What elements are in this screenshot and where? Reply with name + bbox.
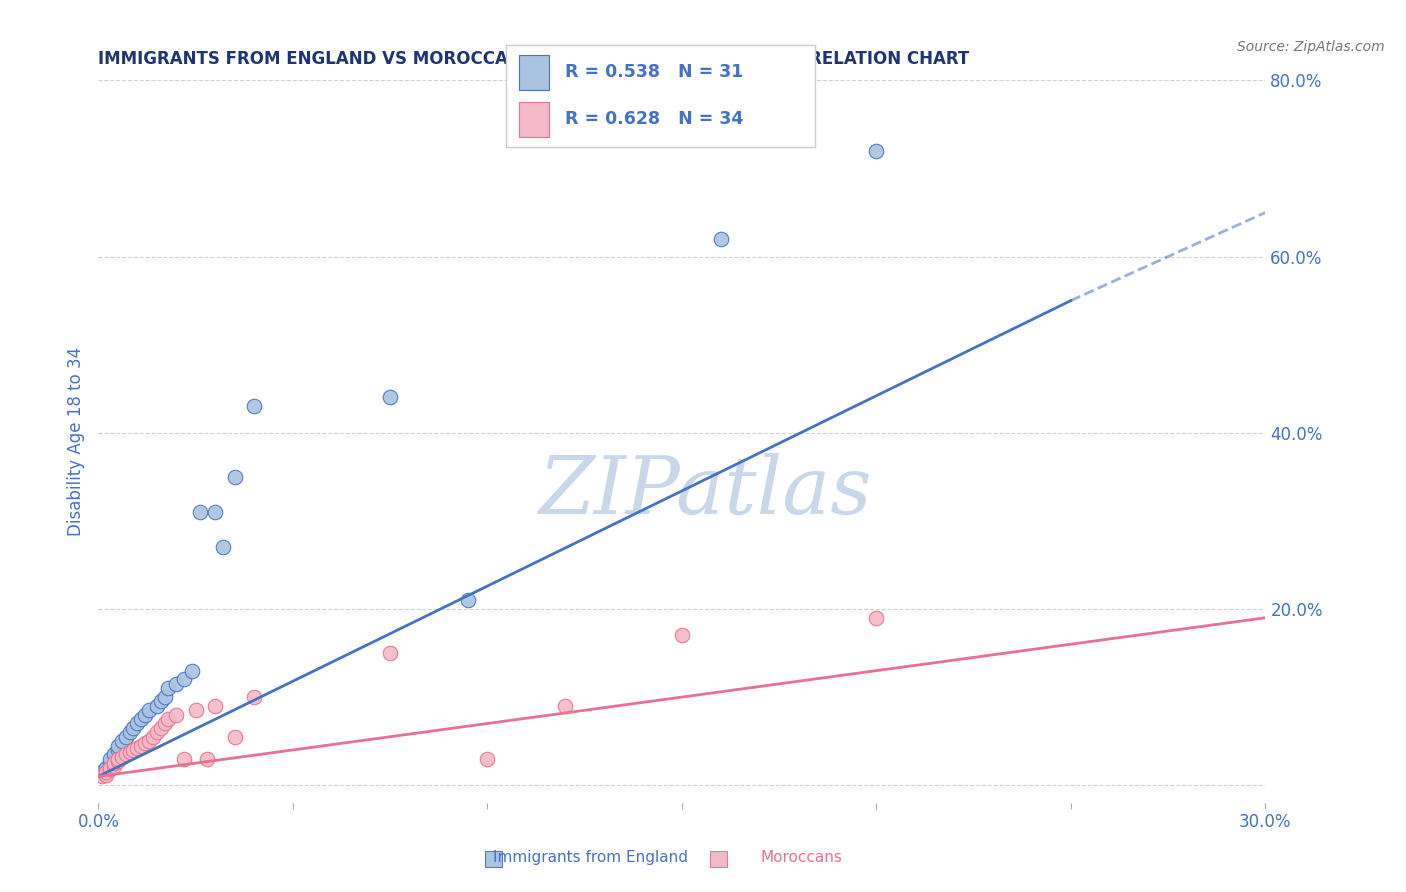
Point (146, 698, 169, 713)
Point (91, 769, 114, 783)
Point (134, 707, 156, 722)
Point (98, 760, 121, 774)
Point (165, 677, 187, 691)
Point (243, 399, 266, 413)
Text: Source: ZipAtlas.com: Source: ZipAtlas.com (1237, 40, 1385, 54)
Point (129, 739, 152, 753)
Bar (519, 102, 550, 137)
Text: R = 0.538   N = 31: R = 0.538 N = 31 (565, 63, 744, 81)
Point (380, 391, 402, 405)
Point (173, 673, 195, 687)
Point (138, 703, 160, 717)
Point (149, 694, 172, 708)
Point (114, 730, 136, 744)
Point (98, 756, 121, 771)
Point (204, 698, 226, 713)
Text: IMMIGRANTS FROM ENGLAND VS MOROCCAN DISABILITY AGE 18 TO 34 CORRELATION CHART: IMMIGRANTS FROM ENGLAND VS MOROCCAN DISA… (98, 50, 970, 68)
Point (195, 752, 218, 766)
Point (107, 743, 129, 757)
Point (224, 730, 246, 744)
Point (457, 593, 479, 607)
Point (204, 505, 226, 519)
Point (477, 752, 499, 766)
Point (157, 712, 180, 726)
Point (107, 752, 129, 766)
Point (127, 716, 149, 731)
Point (165, 707, 187, 722)
Point (103, 756, 125, 771)
Bar (519, 55, 550, 90)
Point (118, 725, 141, 739)
Point (129, 712, 152, 726)
Point (114, 747, 136, 762)
Point (188, 505, 211, 519)
Point (111, 734, 134, 748)
Point (107, 754, 129, 768)
Point (173, 752, 195, 766)
Point (554, 698, 576, 713)
Point (96, 764, 118, 779)
Point (122, 721, 145, 735)
Point (146, 725, 169, 739)
Text: Immigrants from England: Immigrants from England (494, 850, 688, 865)
Point (91, 764, 114, 779)
Text: ZIPatlas: ZIPatlas (538, 453, 872, 531)
Point (180, 664, 202, 678)
Point (142, 730, 165, 744)
Point (710, 232, 733, 246)
Point (122, 743, 145, 757)
Point (865, 611, 887, 625)
Point (103, 747, 125, 762)
Text: Moroccans: Moroccans (761, 850, 842, 865)
Point (96, 767, 118, 781)
Point (224, 470, 246, 484)
Text: R = 0.628   N = 34: R = 0.628 N = 34 (565, 111, 744, 128)
Point (153, 690, 176, 704)
Point (671, 628, 693, 642)
Point (103, 759, 125, 773)
Point (157, 681, 180, 696)
Point (107, 739, 129, 753)
Point (98, 762, 121, 776)
Point (127, 741, 149, 756)
Point (153, 716, 176, 731)
Point (111, 750, 134, 764)
Point (134, 736, 156, 750)
Point (149, 721, 172, 735)
Point (243, 690, 266, 704)
Point (98, 752, 121, 766)
Y-axis label: Disability Age 18 to 34: Disability Age 18 to 34 (66, 347, 84, 536)
Point (96, 760, 118, 774)
Point (184, 703, 207, 717)
Point (380, 646, 402, 660)
Point (212, 541, 235, 555)
Point (138, 734, 160, 748)
Point (865, 144, 887, 158)
Point (118, 745, 141, 759)
